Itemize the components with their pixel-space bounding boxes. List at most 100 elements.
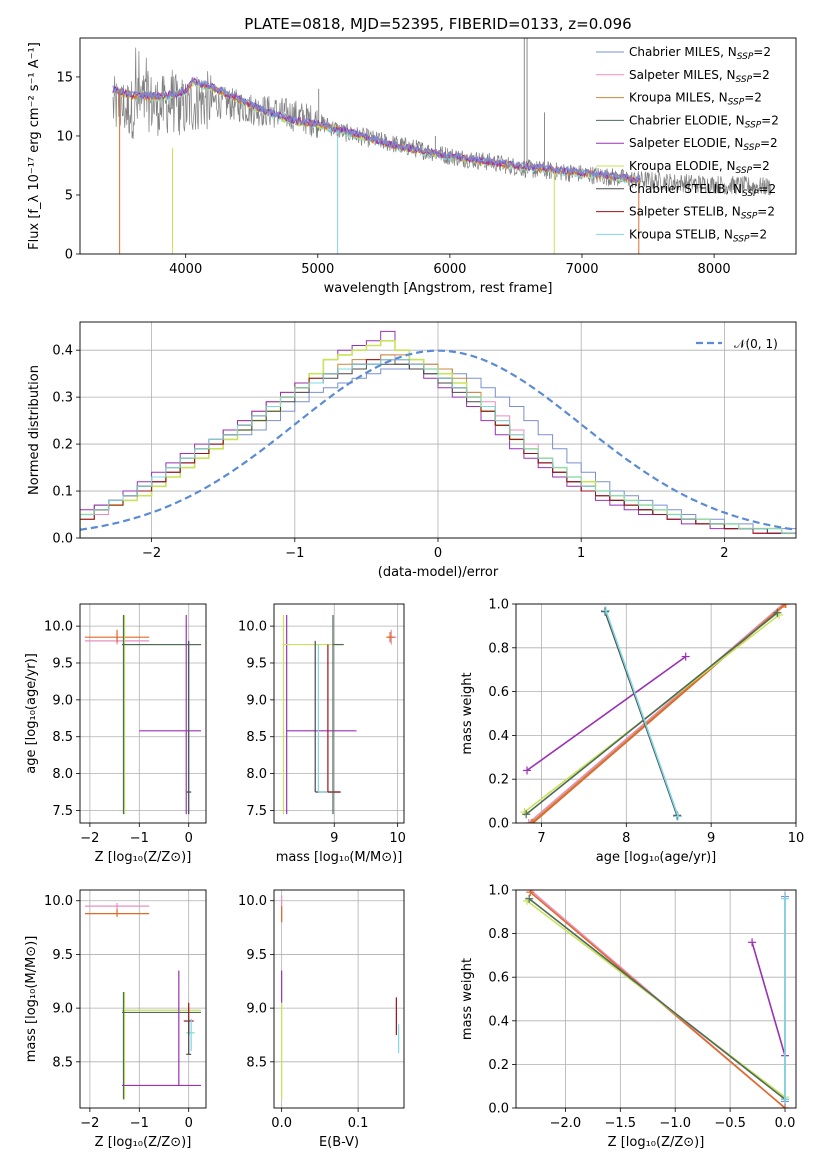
legend-entry: Kroupa STELIB, NSSP=2 bbox=[629, 227, 767, 244]
weight-line bbox=[528, 898, 786, 1100]
x-tick-label: 0 bbox=[434, 546, 442, 561]
y-tick-label: 0.2 bbox=[52, 438, 73, 453]
y-tick-label: 9.0 bbox=[52, 693, 73, 708]
axes-frame bbox=[79, 889, 207, 1109]
y-tick-label: 5 bbox=[65, 188, 73, 203]
legend-entry: Salpeter ELODIE, NSSP=2 bbox=[629, 136, 778, 153]
y-tick-label: 9.5 bbox=[246, 656, 267, 671]
x-tick-label: −2.0 bbox=[550, 1116, 582, 1131]
x-tick-label: 5000 bbox=[301, 262, 334, 277]
y-tick-label: 9.5 bbox=[246, 948, 267, 963]
y-tick-label: 0.0 bbox=[488, 1102, 509, 1117]
y-tick-label: 0.4 bbox=[488, 729, 509, 744]
y-tick-label: 8.5 bbox=[52, 730, 73, 745]
y-tick-label: 0.4 bbox=[488, 1014, 509, 1029]
y-tick-label: 8.0 bbox=[52, 767, 73, 782]
axes-frame bbox=[79, 603, 207, 824]
y-tick-label: 0.4 bbox=[52, 344, 73, 359]
legend-subscript: SSP bbox=[736, 75, 753, 85]
legend-label: Salpeter MILES, N bbox=[629, 68, 736, 82]
legend-subscript: SSP bbox=[737, 52, 754, 62]
panel-Z-age: −2 −1 0 7.5 8.0 8.5 9.0 9.5 10.0 Z [log₁₀(Z/Z⊙)] a… bbox=[24, 603, 207, 865]
x-axis-label: Z [log₁₀(Z/Z⊙)] bbox=[95, 1135, 192, 1150]
y-tick-label: 8.5 bbox=[246, 1055, 267, 1070]
weight-traces bbox=[520, 604, 790, 823]
axes-frame bbox=[515, 889, 797, 1109]
y-axis-label: mass weight bbox=[460, 672, 475, 754]
legend-tail: =2 bbox=[753, 45, 771, 59]
x-tick-label: 8 bbox=[622, 831, 630, 846]
y-tick-label: 0.1 bbox=[52, 485, 73, 500]
legend-label: Salpeter ELODIE, N bbox=[629, 136, 743, 150]
weight-line bbox=[605, 610, 679, 817]
legend-label: Chabrier MILES, N bbox=[629, 45, 737, 59]
y-tick-label: 10.0 bbox=[44, 894, 73, 909]
legend-tail: =2 bbox=[752, 68, 770, 82]
y-tick-label: 10.0 bbox=[238, 894, 267, 909]
x-tick-label: 6000 bbox=[433, 262, 466, 277]
errorbar-traces bbox=[84, 902, 202, 1100]
panel-mass-age: 9 10 7.5 8.0 8.5 9.0 9.5 10.0 mass [log₁₀(M/M⊙)] bbox=[238, 603, 406, 865]
x-tick-label: −2 bbox=[80, 1116, 99, 1131]
weight-line bbox=[526, 655, 687, 772]
legend-label: Kroupa STELIB, N bbox=[629, 227, 733, 241]
x-tick-label: 0.1 bbox=[348, 1116, 369, 1131]
y-tick-label: 1.0 bbox=[488, 884, 509, 899]
legend-entry: Kroupa MILES, NSSP=2 bbox=[629, 91, 762, 108]
x-tick-label: 2 bbox=[720, 546, 728, 561]
model-spectrum-line bbox=[112, 76, 641, 183]
x-tick-label: 4000 bbox=[169, 262, 202, 277]
y-tick-label: 0.3 bbox=[52, 391, 73, 406]
x-tick-label: 9 bbox=[707, 831, 715, 846]
y-axis-label: mass [log₁₀(M/M⊙)] bbox=[24, 936, 39, 1063]
errorbar-traces bbox=[281, 895, 400, 1100]
x-tick-label: 8000 bbox=[698, 262, 731, 277]
gaussian-curve bbox=[80, 349, 796, 531]
legend-label: Kroupa ELODIE, N bbox=[629, 159, 736, 173]
y-tick-label: 0 bbox=[65, 248, 73, 263]
x-tick-label: −1 bbox=[130, 1116, 149, 1131]
legend-label: Salpeter STELIB, N bbox=[629, 205, 741, 219]
x-tick-label: 0.0 bbox=[271, 1116, 292, 1131]
y-axis-label: Flux [f_λ 10⁻¹⁷ erg cm⁻² s⁻¹ A⁻¹] bbox=[27, 42, 42, 250]
x-tick-label: −1.0 bbox=[659, 1116, 691, 1131]
y-tick-label: 9.0 bbox=[246, 1002, 267, 1017]
axes-frame bbox=[79, 37, 797, 255]
errorbar-traces bbox=[282, 615, 397, 815]
legend-subscript: SSP bbox=[741, 212, 758, 222]
legend-entry-gaussian: 𝒩(0, 1) bbox=[734, 337, 778, 351]
y-axis-label: age [log₁₀(age/yr)] bbox=[24, 653, 39, 774]
legend-subscript: SSP bbox=[742, 189, 759, 199]
histogram-step-line bbox=[80, 359, 796, 538]
spectrum-traces bbox=[112, 38, 772, 254]
x-tick-label: 10 bbox=[389, 831, 406, 846]
legend-tail: =2 bbox=[744, 91, 762, 105]
x-axis-label: E(B-V) bbox=[319, 1135, 359, 1150]
x-tick-label: −0.5 bbox=[714, 1116, 746, 1131]
x-axis-label: wavelength [Angstrom, rest frame] bbox=[324, 281, 553, 296]
legend-label: Chabrier STELIB, N bbox=[629, 182, 742, 196]
legend-entry: Chabrier STELIB, NSSP=2 bbox=[629, 182, 776, 199]
x-tick-label: 1 bbox=[577, 546, 585, 561]
y-tick-label: 0.6 bbox=[488, 971, 509, 986]
legend-tail: =2 bbox=[749, 227, 767, 241]
y-axis-label: mass weight bbox=[460, 958, 475, 1040]
y-tick-label: 1.0 bbox=[488, 598, 509, 613]
legend-label: Chabrier ELODIE, N bbox=[629, 113, 745, 127]
y-tick-label: 10.0 bbox=[238, 620, 267, 635]
y-tick-label: 9.5 bbox=[52, 948, 73, 963]
legend-tail: =2 bbox=[761, 113, 779, 127]
x-tick-label: −1 bbox=[285, 546, 304, 561]
y-tick-label: 0.8 bbox=[488, 927, 509, 942]
legend-tail: =2 bbox=[752, 159, 770, 173]
weight-line bbox=[751, 942, 786, 1056]
legend-entry: Salpeter STELIB, NSSP=2 bbox=[629, 205, 775, 222]
x-axis-label: Z [log₁₀(Z/Z⊙)] bbox=[608, 1135, 705, 1150]
weight-traces bbox=[522, 890, 790, 1108]
legend-tail: =2 bbox=[760, 136, 778, 150]
x-tick-label: 9 bbox=[330, 831, 338, 846]
legend-subscript: SSP bbox=[728, 98, 745, 108]
x-tick-label: −2 bbox=[142, 546, 161, 561]
y-tick-label: 8.5 bbox=[246, 730, 267, 745]
